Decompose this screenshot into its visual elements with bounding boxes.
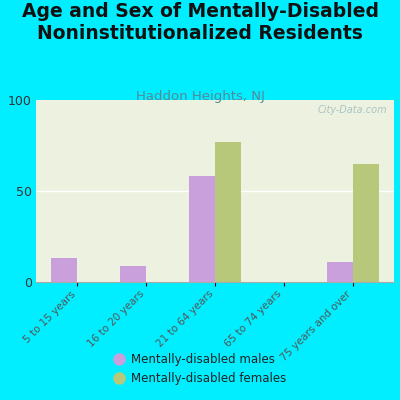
Bar <box>120 266 146 282</box>
Bar <box>51 258 77 282</box>
Bar <box>326 262 353 282</box>
Bar <box>189 176 215 282</box>
Bar <box>215 142 241 282</box>
Text: City-Data.com: City-Data.com <box>317 106 387 116</box>
Legend: Mentally-disabled males, Mentally-disabled females: Mentally-disabled males, Mentally-disabl… <box>109 349 291 390</box>
Bar <box>353 164 379 282</box>
Text: Haddon Heights, NJ: Haddon Heights, NJ <box>136 90 264 103</box>
Text: Age and Sex of Mentally-Disabled
Noninstitutionalized Residents: Age and Sex of Mentally-Disabled Noninst… <box>22 2 378 43</box>
